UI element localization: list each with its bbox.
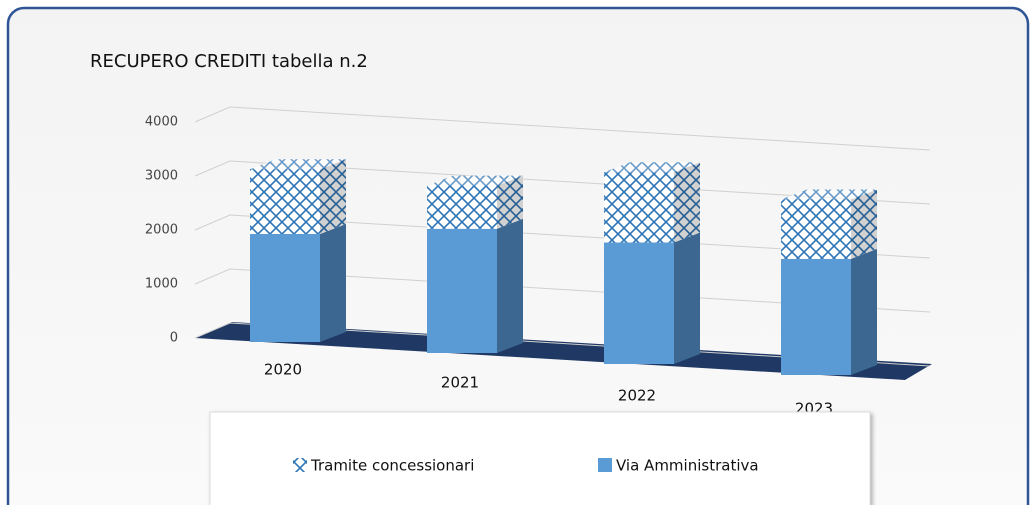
bar-top <box>250 159 346 170</box>
bar-front <box>781 258 851 375</box>
bar-top <box>781 189 877 200</box>
legend-label: Tramite concessionari <box>310 457 474 475</box>
bar-front <box>250 234 320 342</box>
bar-side <box>674 162 700 243</box>
legend-swatch <box>293 458 307 472</box>
y-tick-label: 0 <box>170 331 178 346</box>
bar-front <box>427 185 497 229</box>
bar-side-shade <box>320 159 346 234</box>
bar-front <box>781 199 851 259</box>
bar-side <box>851 189 877 259</box>
y-tick-label: 4000 <box>145 115 178 130</box>
bar-side-shade <box>674 162 700 243</box>
bar-top <box>604 162 700 173</box>
y-tick-label: 2000 <box>145 223 178 238</box>
floor <box>195 322 932 380</box>
legend-swatch <box>598 458 612 472</box>
bar-side <box>674 232 700 364</box>
bar-front <box>604 242 674 364</box>
x-tick-label: 2021 <box>441 374 479 392</box>
legend-label: Via Amministrativa <box>616 457 759 475</box>
legend <box>209 411 871 509</box>
x-tick-label: 2020 <box>264 361 302 379</box>
y-tick-label: 1000 <box>145 277 178 292</box>
bar-side <box>497 218 523 353</box>
bar-side-shade <box>851 189 877 259</box>
bar-side <box>851 248 877 375</box>
bar-side <box>320 159 346 234</box>
bar-side <box>320 224 346 342</box>
y-tick-label: 3000 <box>145 169 178 184</box>
bar-top <box>427 175 523 186</box>
x-tick-label: 2022 <box>618 387 656 405</box>
chart-title: RECUPERO CREDITI tabella n.2 <box>90 51 368 72</box>
bar-front <box>604 172 674 243</box>
bar-front <box>250 169 320 234</box>
bar-front <box>427 228 497 353</box>
grid-line <box>194 106 931 151</box>
bar-side <box>497 175 523 229</box>
bar-side-shade <box>497 175 523 229</box>
